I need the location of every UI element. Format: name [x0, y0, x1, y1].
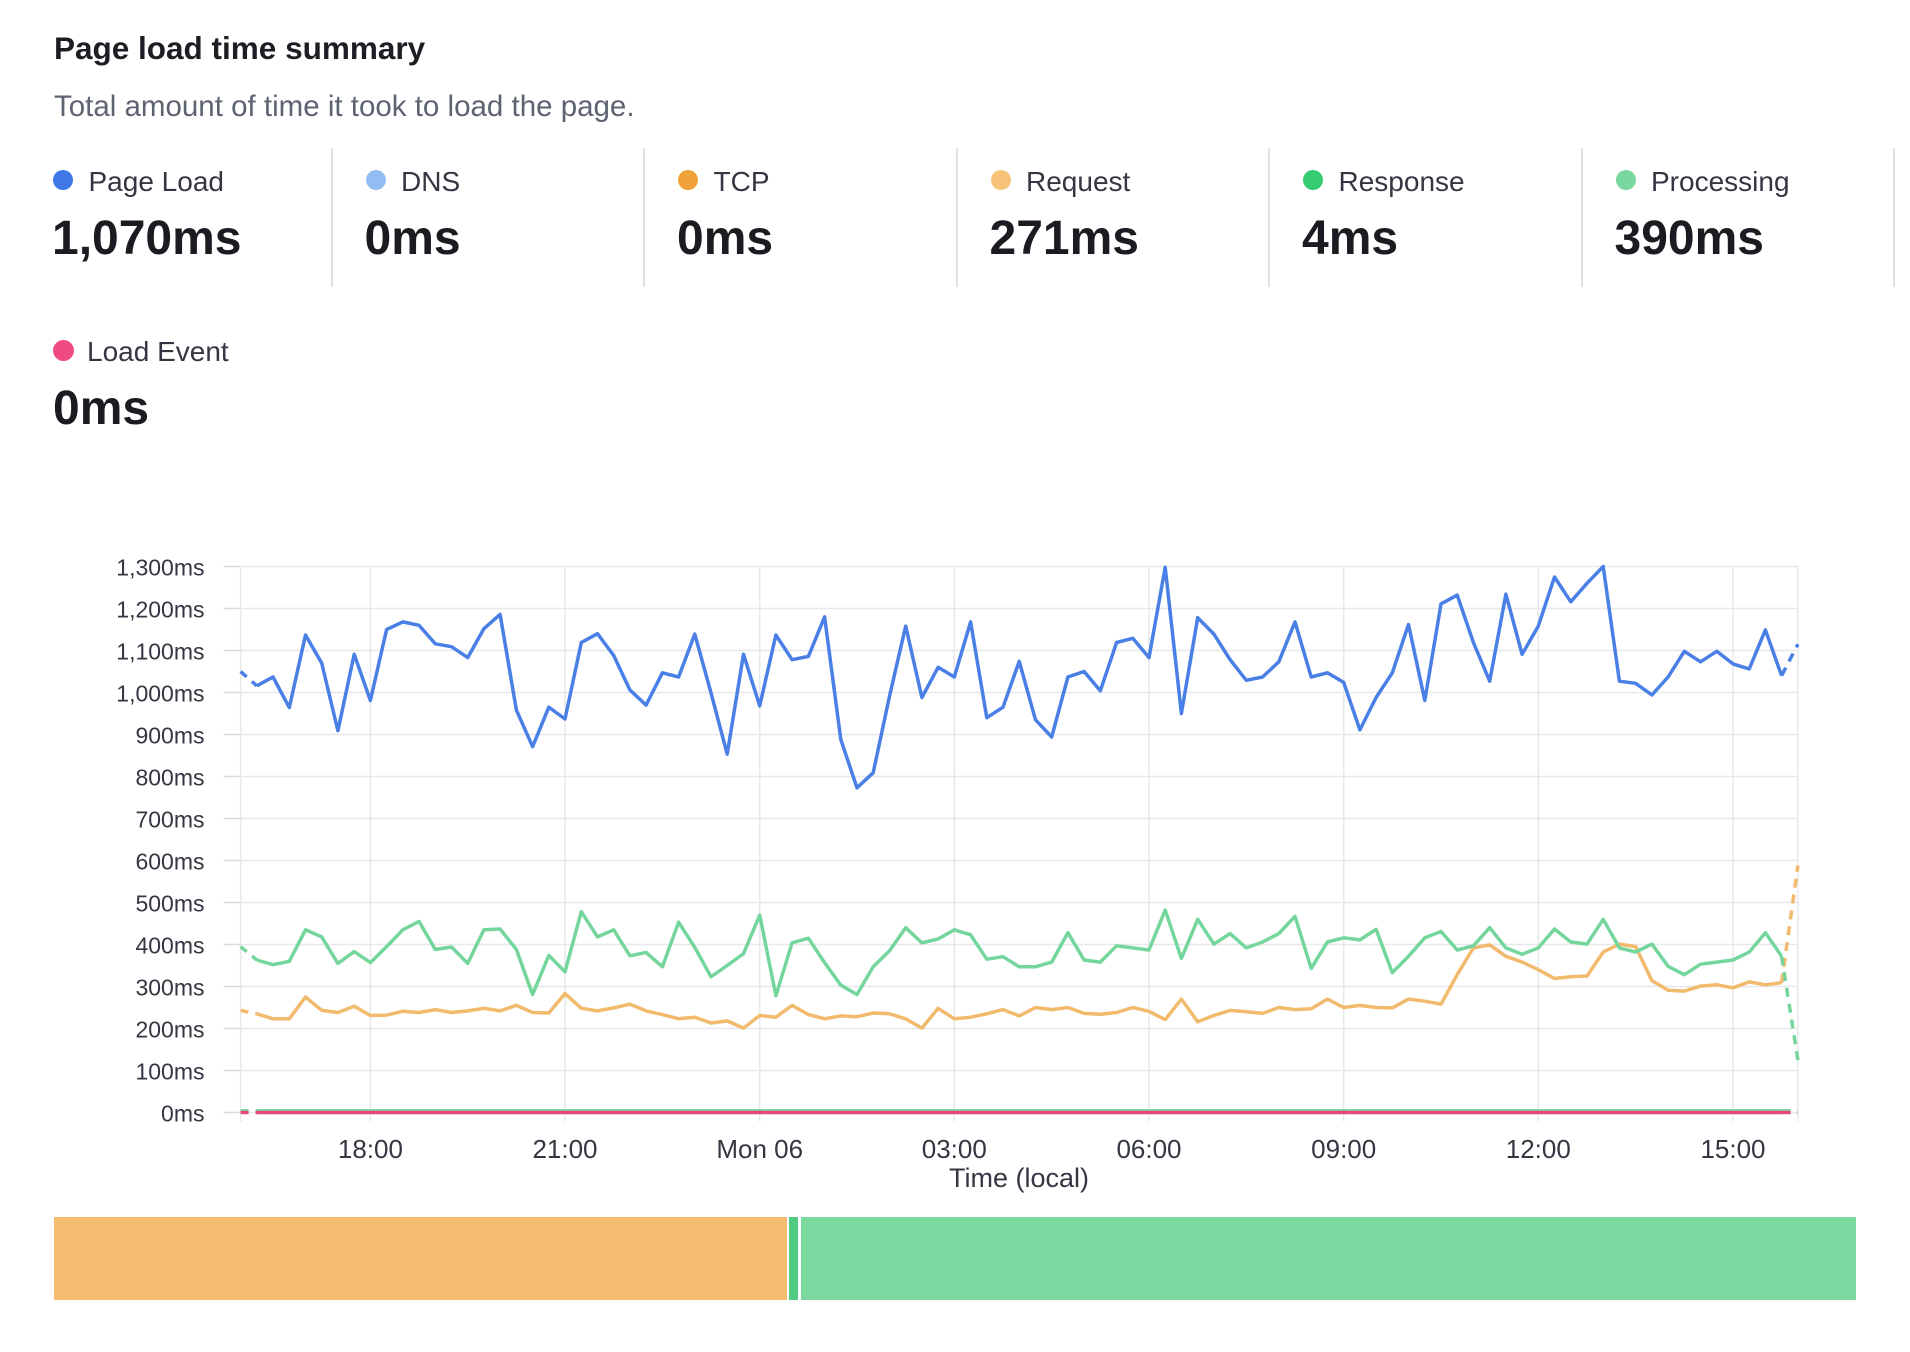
svg-text:200ms: 200ms	[135, 1017, 204, 1043]
svg-text:15:00: 15:00	[1700, 1134, 1765, 1164]
svg-text:18:00: 18:00	[338, 1134, 403, 1164]
svg-text:500ms: 500ms	[135, 891, 204, 917]
svg-text:300ms: 300ms	[135, 975, 204, 1001]
svg-text:700ms: 700ms	[135, 807, 204, 833]
svg-text:09:00: 09:00	[1311, 1134, 1376, 1164]
svg-text:12:00: 12:00	[1506, 1134, 1571, 1164]
svg-text:03:00: 03:00	[922, 1134, 987, 1164]
svg-text:400ms: 400ms	[135, 933, 204, 959]
svg-text:900ms: 900ms	[135, 723, 204, 749]
svg-text:600ms: 600ms	[135, 849, 204, 875]
svg-text:1,200ms: 1,200ms	[116, 597, 204, 623]
svg-text:0ms: 0ms	[161, 1101, 204, 1127]
svg-text:21:00: 21:00	[532, 1134, 597, 1164]
svg-text:Time (local): Time (local)	[949, 1163, 1089, 1193]
svg-text:800ms: 800ms	[135, 765, 204, 791]
svg-text:100ms: 100ms	[135, 1059, 204, 1085]
svg-text:Mon 06: Mon 06	[716, 1134, 803, 1164]
svg-text:06:00: 06:00	[1116, 1134, 1181, 1164]
svg-text:1,100ms: 1,100ms	[116, 639, 204, 665]
svg-text:1,000ms: 1,000ms	[116, 681, 204, 707]
svg-text:1,300ms: 1,300ms	[116, 555, 204, 581]
